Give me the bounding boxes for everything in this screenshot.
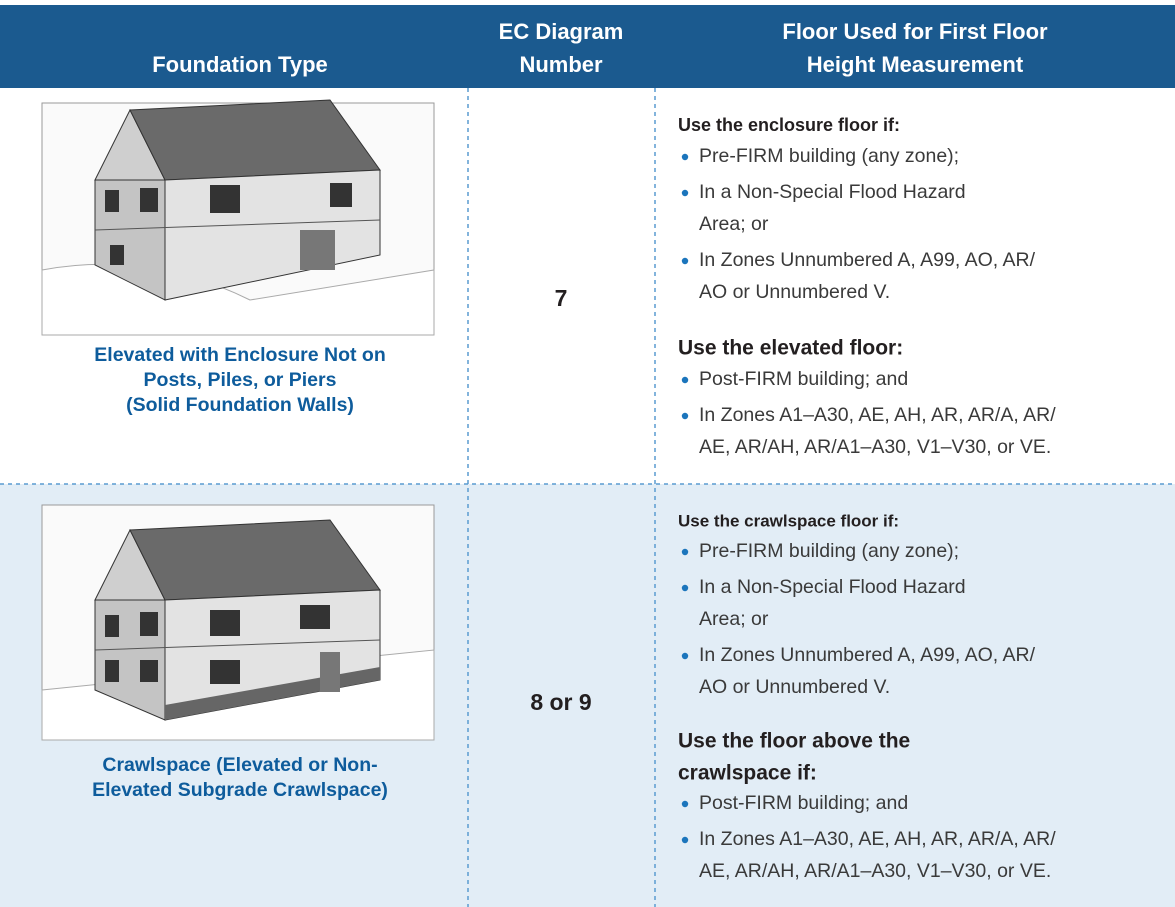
- bullet-text: AO or Unnumbered V.: [699, 281, 890, 303]
- section-heading: Use the floor above the: [678, 730, 910, 753]
- bullet-text: AE, AR/AH, AR/A1–A30, V1–V30, or VE.: [699, 436, 1051, 458]
- bullet-text: In Zones A1–A30, AE, AH, AR, AR/A, AR/: [699, 828, 1056, 850]
- bullet-text: In Zones Unnumbered A, A99, AO, AR/: [699, 249, 1036, 271]
- foundation-caption: Elevated with Enclosure Not on: [94, 344, 385, 366]
- bullet-text: Area; or: [699, 213, 769, 235]
- foundation-caption: Posts, Piles, or Piers: [144, 369, 337, 391]
- house-illustration: [41, 99, 435, 336]
- bullet-text: In Zones Unnumbered A, A99, AO, AR/: [699, 644, 1036, 666]
- bullet-text: Post-FIRM building; and: [699, 792, 908, 814]
- ec-number: 7: [555, 285, 568, 311]
- foundation-caption: (Solid Foundation Walls): [126, 394, 354, 416]
- house-illustration: [41, 504, 435, 741]
- bullet-dot: [681, 153, 689, 161]
- ec-number: 8 or 9: [530, 689, 591, 715]
- bullet-dot: [681, 257, 689, 265]
- bullet-text: Area; or: [699, 608, 769, 630]
- foundation-caption: Crawlspace (Elevated or Non-: [102, 754, 377, 776]
- bullet-dot: [681, 652, 689, 660]
- bullet-text: Pre-FIRM building (any zone);: [699, 540, 959, 562]
- section-heading: crawlspace if:: [678, 762, 817, 785]
- bullet-dot: [681, 836, 689, 844]
- foundation-caption: Elevated Subgrade Crawlspace): [92, 779, 388, 801]
- bullet-dot: [681, 548, 689, 556]
- bullet-dot: [681, 584, 689, 592]
- bullet-text: AE, AR/AH, AR/A1–A30, V1–V30, or VE.: [699, 860, 1051, 882]
- bullet-dot: [681, 376, 689, 384]
- section-heading: Use the elevated floor:: [678, 337, 903, 360]
- section-heading: Use the crawlspace floor if:: [678, 511, 899, 530]
- column-header: EC Diagram: [499, 19, 624, 44]
- column-header: Number: [519, 52, 603, 77]
- dividers: [0, 88, 1175, 907]
- bullet-text: In Zones A1–A30, AE, AH, AR, AR/A, AR/: [699, 404, 1056, 426]
- column-header: Foundation Type: [152, 52, 328, 77]
- bullet-text: Pre-FIRM building (any zone);: [699, 145, 959, 167]
- bullet-dot: [681, 800, 689, 808]
- bullet-dot: [681, 412, 689, 420]
- column-header: Floor Used for First Floor: [782, 19, 1048, 44]
- column-header: Height Measurement: [807, 52, 1024, 77]
- bullet-text: AO or Unnumbered V.: [699, 676, 890, 698]
- bullet-dot: [681, 189, 689, 197]
- header-bar: [0, 5, 1175, 88]
- section-heading: Use the enclosure floor if:: [678, 115, 900, 135]
- bullet-text: In a Non-Special Flood Hazard: [699, 576, 966, 598]
- bullet-text: In a Non-Special Flood Hazard: [699, 181, 966, 203]
- bullet-text: Post-FIRM building; and: [699, 368, 908, 390]
